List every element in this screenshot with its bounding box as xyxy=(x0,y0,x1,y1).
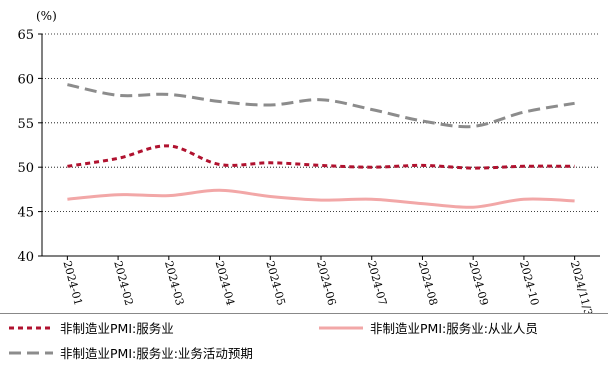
y-axis-ticks: 40 45 50 55 60 65 xyxy=(17,28,42,265)
axes xyxy=(42,34,600,256)
y-tick-label-40: 40 xyxy=(17,250,34,265)
y-tick-label-45: 45 xyxy=(17,206,34,221)
grid-lines xyxy=(42,34,600,212)
legend-label-expectation: 非制造业PMI:服务业:业务活动预期 xyxy=(60,343,253,362)
legend-label-services: 非制造业PMI:服务业 xyxy=(60,318,174,337)
legend-item-expectation: 非制造业PMI:服务业:业务活动预期 xyxy=(8,343,253,362)
legend-item-services: 非制造业PMI:服务业 xyxy=(8,318,174,337)
x-tick-label-6: 2024-07 xyxy=(365,259,389,307)
x-tick-label-4: 2024-05 xyxy=(263,259,287,307)
y-tick-label-65: 65 xyxy=(17,28,34,43)
series-line-1 xyxy=(67,190,574,207)
x-tick-label-3: 2024-04 xyxy=(213,259,237,307)
legend-swatch-services xyxy=(8,323,54,333)
series-line-2 xyxy=(67,85,574,127)
x-tick-label-2: 2024-03 xyxy=(162,259,186,307)
x-tick-label-0: 2024-01 xyxy=(60,259,84,307)
y-unit-label: (%) xyxy=(36,9,57,23)
x-tick-label-9: 2024-10 xyxy=(517,259,541,307)
x-tick-label-5: 2024-06 xyxy=(314,259,338,307)
x-tick-label-1: 2024-02 xyxy=(111,259,135,307)
legend-item-employment: 非制造业PMI:服务业:从业人员 xyxy=(318,318,538,337)
legend: 非制造业PMI:服务业 非制造业PMI:服务业:从业人员 非制造业PMI:服务业… xyxy=(0,313,608,366)
x-axis-ticks: 2024-01 2024-02 2024-03 2024-04 2024-05 2024-… xyxy=(60,256,596,313)
x-tick-label-10: 2024/11/30 xyxy=(568,259,597,313)
x-tick-label-8: 2024-09 xyxy=(466,259,490,307)
series-lines xyxy=(67,85,574,208)
legend-swatch-employment xyxy=(318,323,364,333)
x-tick-label-7: 2024-08 xyxy=(416,259,440,307)
y-tick-label-50: 50 xyxy=(17,161,34,176)
legend-swatch-expectation xyxy=(8,348,54,358)
y-tick-label-55: 55 xyxy=(17,117,34,132)
legend-label-employment: 非制造业PMI:服务业:从业人员 xyxy=(370,318,538,337)
series-line-0 xyxy=(67,146,574,168)
y-tick-label-60: 60 xyxy=(17,72,34,87)
